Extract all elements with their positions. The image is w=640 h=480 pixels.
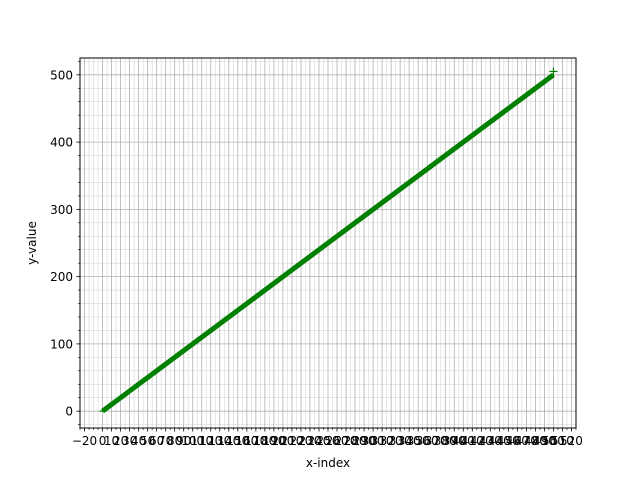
x-tick-label: 340: [398, 434, 421, 448]
y-tick-label: 400: [50, 136, 73, 150]
x-tick-label: 50: [140, 434, 155, 448]
x-tick-label: 300: [362, 434, 385, 448]
x-tick-label: 80: [167, 434, 182, 448]
x-tick-label: 60: [149, 434, 164, 448]
x-tick-label: 20: [113, 434, 128, 448]
x-tick-label: 40: [131, 434, 146, 448]
x-tick-label: 200: [271, 434, 294, 448]
y-tick-label: 200: [50, 270, 73, 284]
x-tick-label: 390: [443, 434, 466, 448]
series-line: [101, 72, 555, 414]
x-tick-label: 250: [317, 434, 340, 448]
x-tick-label: 520: [560, 434, 583, 448]
x-tick-label: 190: [262, 434, 285, 448]
y-tick-label: 0: [65, 405, 73, 419]
x-tick-label: 230: [299, 434, 322, 448]
x-tick-label: 150: [226, 434, 249, 448]
x-tick-label: 410: [461, 434, 484, 448]
x-tick-label: 280: [344, 434, 367, 448]
x-tick-label: 310: [371, 434, 394, 448]
x-tick-label: 210: [280, 434, 303, 448]
series-layer: [99, 67, 558, 414]
x-tick-label: 130: [208, 434, 231, 448]
x-tick-label: 440: [488, 434, 511, 448]
x-tick-label: 120: [199, 434, 222, 448]
x-tick-label: 370: [425, 434, 448, 448]
tick-labels: −20 0102030405060708090100110120130140150…: [50, 68, 583, 448]
x-tick-label: 400: [452, 434, 475, 448]
x-tick-label: 430: [479, 434, 502, 448]
x-tick-label: 160: [235, 434, 258, 448]
x-tick-label: 110: [190, 434, 213, 448]
y-tick-label: 300: [50, 203, 73, 217]
x-tick-label: 90: [176, 434, 191, 448]
x-tick-label: 450: [497, 434, 520, 448]
y-tick-label: 100: [50, 337, 73, 351]
y-axis-label: y-value: [25, 221, 39, 265]
axis-ticks: [76, 61, 577, 432]
x-tick-label: 180: [253, 434, 276, 448]
x-tick-label: 380: [434, 434, 457, 448]
x-tick-label: 360: [416, 434, 439, 448]
x-tick-label: 260: [326, 434, 349, 448]
x-tick-label: 480: [524, 434, 547, 448]
x-tick-label: 490: [533, 434, 556, 448]
x-tick-label: 30: [122, 434, 137, 448]
x-tick-label: 290: [353, 434, 376, 448]
x-tick-label: 170: [244, 434, 267, 448]
x-tick-label: 470: [515, 434, 538, 448]
x-tick-label: 460: [506, 434, 529, 448]
x-tick-label: 500: [542, 434, 565, 448]
x-tick-label: 100: [181, 434, 204, 448]
x-tick-label: 420: [470, 434, 493, 448]
x-tick-label: 270: [335, 434, 358, 448]
x-tick-label: 330: [389, 434, 412, 448]
y-tick-label: 500: [50, 68, 73, 82]
x-tick-label: −20: [72, 434, 97, 448]
x-tick-label: 510: [551, 434, 574, 448]
x-tick-label: 240: [308, 434, 331, 448]
x-tick-label: 320: [380, 434, 403, 448]
x-tick-label: 220: [289, 434, 312, 448]
x-tick-label: 0: [99, 434, 107, 448]
x-axis-label: x-index: [306, 456, 350, 470]
x-tick-label: 70: [158, 434, 173, 448]
x-tick-label: 350: [407, 434, 430, 448]
x-tick-label: 10: [104, 434, 119, 448]
x-tick-label: 140: [217, 434, 240, 448]
